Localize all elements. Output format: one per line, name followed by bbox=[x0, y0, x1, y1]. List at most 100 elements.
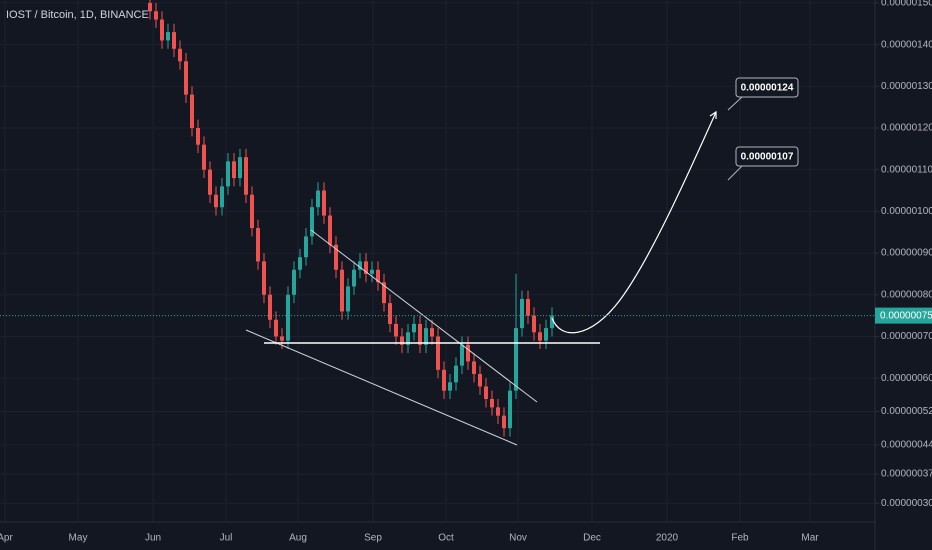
candle-body bbox=[514, 328, 518, 391]
candle-body bbox=[334, 244, 338, 270]
y-tick-label: 0.00000130 bbox=[881, 81, 932, 92]
candle-body bbox=[256, 228, 260, 262]
candle-body bbox=[190, 94, 194, 128]
last-price-box bbox=[875, 307, 932, 324]
candle-body bbox=[340, 269, 344, 312]
candle-body bbox=[178, 48, 182, 62]
x-tick-label: Apr bbox=[0, 533, 13, 544]
x-tick-label: May bbox=[69, 533, 88, 544]
y-tick-label: 0.00000060 bbox=[881, 373, 932, 384]
candle-body bbox=[412, 323, 416, 333]
y-tick-label: 0.00000150 bbox=[881, 0, 932, 9]
candle-body bbox=[310, 207, 314, 237]
x-tick-label: Aug bbox=[289, 533, 307, 544]
candle-body bbox=[544, 328, 548, 341]
x-tick-label: 2020 bbox=[656, 533, 679, 544]
candle-body bbox=[292, 269, 296, 295]
candles bbox=[148, 0, 554, 437]
y-tick-label: 0.00000044 bbox=[881, 440, 932, 451]
candle-body bbox=[364, 261, 368, 274]
candle-body bbox=[220, 186, 224, 208]
candle-body bbox=[208, 169, 212, 195]
callout-text: 0.00000124 bbox=[741, 83, 794, 94]
candle-body bbox=[298, 257, 302, 270]
candle-body bbox=[394, 323, 398, 337]
candle-body bbox=[430, 328, 434, 337]
x-tick-label: Nov bbox=[509, 533, 527, 544]
y-tick-label: 0.00000140 bbox=[881, 39, 932, 50]
candle-body bbox=[442, 369, 446, 391]
candle-body bbox=[274, 319, 278, 337]
candle-body bbox=[448, 382, 452, 391]
candle-body bbox=[496, 407, 500, 416]
callout-pointer bbox=[727, 96, 743, 111]
y-tick-label: 0.00000120 bbox=[881, 123, 932, 134]
x-tick-label: Mar bbox=[801, 533, 819, 544]
candle-body bbox=[214, 194, 218, 208]
y-tick-label: 0.00000052 bbox=[881, 406, 932, 417]
candle-body bbox=[160, 19, 164, 41]
y-tick-label: 0.00000110 bbox=[881, 164, 932, 175]
candle-body bbox=[268, 294, 272, 320]
candle-body bbox=[262, 261, 266, 295]
candle-body bbox=[454, 365, 458, 383]
candle-body bbox=[406, 332, 410, 345]
callout-box bbox=[735, 77, 799, 98]
x-tick-label: Jun bbox=[145, 533, 161, 544]
candle-body bbox=[460, 344, 464, 366]
candle-body bbox=[418, 323, 422, 345]
candle-body bbox=[346, 286, 350, 312]
y-tick-label: 0.00000070 bbox=[881, 331, 932, 342]
x-tick-label: Feb bbox=[731, 533, 749, 544]
candle-body bbox=[322, 190, 326, 216]
candle-body bbox=[232, 161, 236, 179]
candle-body bbox=[226, 161, 230, 187]
candle-body bbox=[358, 261, 362, 270]
candle-body bbox=[424, 328, 428, 345]
candle-body bbox=[370, 269, 374, 274]
callout-text: 0.00000107 bbox=[741, 152, 794, 163]
candle-body bbox=[244, 157, 248, 195]
candle-body bbox=[508, 390, 512, 429]
candle-body bbox=[250, 194, 254, 229]
candle-body bbox=[466, 344, 470, 362]
candle-body bbox=[538, 332, 542, 341]
trendline-lower bbox=[245, 329, 518, 446]
candle-body bbox=[520, 298, 524, 329]
arrow-head bbox=[709, 110, 717, 119]
candle-body bbox=[166, 32, 170, 41]
y-tick-label: 0.00000100 bbox=[881, 206, 932, 217]
candle-body bbox=[316, 190, 320, 208]
y-tick-label: 0.00000030 bbox=[881, 498, 932, 509]
last-price-label: 0.00000075 bbox=[880, 310, 932, 321]
y-tick-label: 0.00000037 bbox=[881, 469, 932, 480]
candle-body bbox=[184, 61, 188, 95]
candle-body bbox=[532, 315, 536, 333]
candle-body bbox=[286, 294, 290, 341]
candle-body bbox=[550, 315, 554, 329]
candle-body bbox=[382, 282, 386, 304]
candle-body bbox=[526, 298, 530, 316]
x-tick-label: Oct bbox=[438, 533, 454, 544]
callout-box bbox=[735, 146, 799, 167]
chart-title: IOST / Bitcoin, 1D, BINANCE bbox=[6, 9, 149, 21]
candle-body bbox=[304, 236, 308, 258]
candle-body bbox=[148, 2, 152, 12]
candle-body bbox=[484, 386, 488, 400]
callout-pointer bbox=[727, 165, 743, 181]
candle-body bbox=[172, 32, 176, 49]
candle-body bbox=[388, 303, 392, 324]
x-tick-label: Sep bbox=[364, 533, 382, 544]
candle-body bbox=[352, 269, 356, 287]
candle-body bbox=[238, 157, 242, 179]
candle-body bbox=[376, 269, 380, 283]
candle-body bbox=[328, 215, 332, 245]
candle-body bbox=[280, 336, 284, 341]
candle-body bbox=[490, 399, 494, 408]
y-tick-label: 0.00000090 bbox=[881, 248, 932, 259]
candle-body bbox=[154, 11, 158, 20]
x-tick-label: Jul bbox=[220, 533, 233, 544]
